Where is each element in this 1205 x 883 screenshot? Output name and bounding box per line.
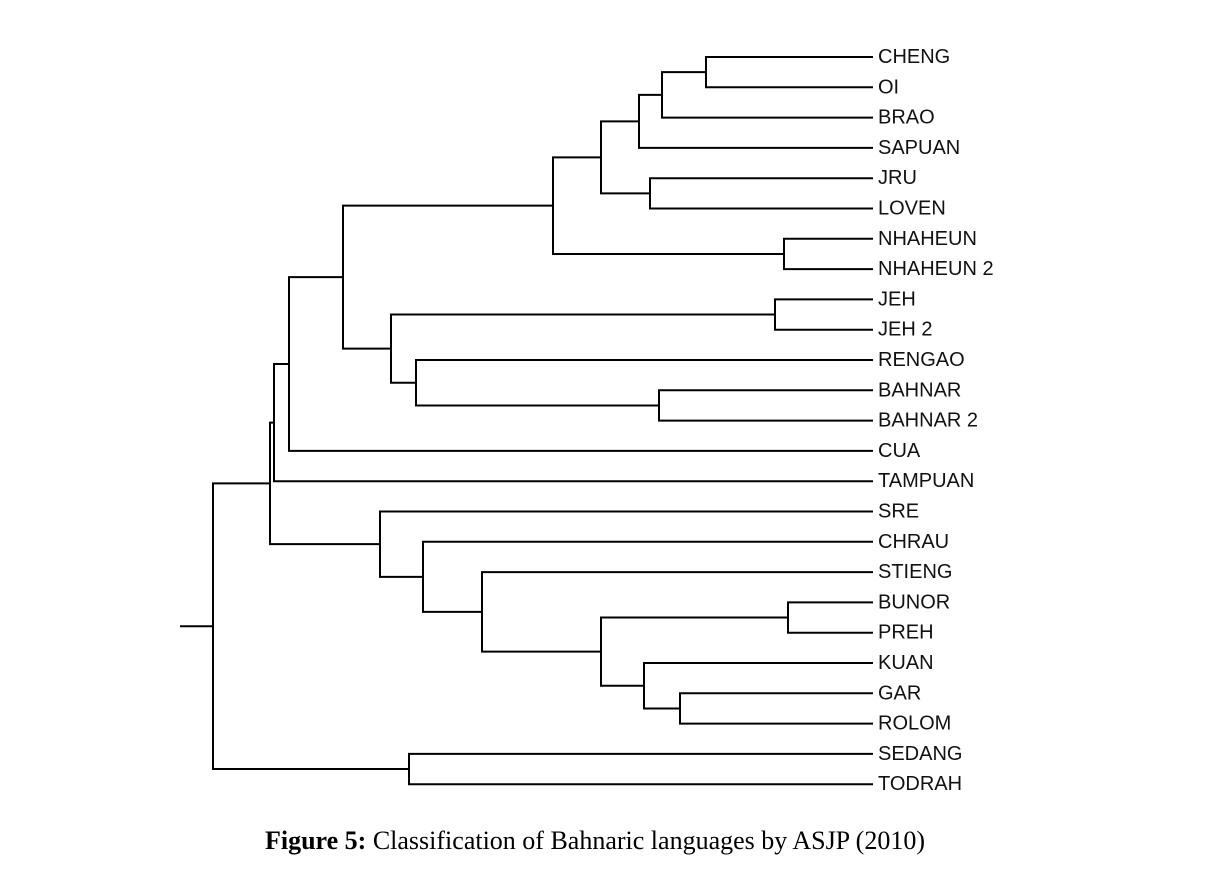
leaf-label-tampuan: TAMPUAN: [878, 470, 974, 492]
branch-23: [408, 752, 873, 786]
branch-14: [273, 363, 873, 483]
dendrogram-leaf-labels: CHENG OI BRAO SAPUAN JRU LOVEN NHAHEUN NHAHEUN …: [878, 46, 994, 795]
leaf-label-jru: JRU: [878, 167, 917, 189]
branch-20: [422, 540, 873, 613]
leaf-label-sedang: SEDANG: [878, 743, 962, 765]
branch-6: [783, 237, 873, 271]
leaf-label-bunor: BUNOR: [878, 591, 950, 613]
branch-3: [638, 93, 873, 149]
branch-10: [415, 359, 873, 407]
branch-11: [390, 313, 776, 384]
leaf-label-todrah: TODRAH: [878, 773, 962, 795]
branch-8: [774, 298, 873, 331]
branch-22: [269, 421, 381, 546]
leaf-label-gar: GAR: [878, 682, 921, 704]
leaf-label-kuan: KUAN: [878, 652, 934, 674]
figure-caption: Figure 5: Classification of Bahnaric lan…: [0, 826, 1190, 856]
leaf-label-bahnar-2: BAHNAR 2: [878, 410, 978, 432]
dendrogram: CHENG OI BRAO SAPUAN JRU LOVEN NHAHEUN NHAHEUN …: [180, 46, 994, 795]
leaf-label-sre: SRE: [878, 501, 919, 523]
leaf-label-nhaheun-2: NHAHEUN 2: [878, 258, 994, 280]
caption-label: Figure 5:: [264, 826, 367, 855]
leaf-label-cheng: CHENG: [878, 46, 950, 68]
caption-text: Classification of Bahnaric languages by …: [366, 826, 925, 855]
branch-15: [787, 601, 873, 634]
branch-1: [705, 56, 873, 89]
branch-9: [658, 389, 873, 422]
leaf-label-loven: LOVEN: [878, 198, 946, 220]
leaf-label-cua: CUA: [878, 440, 921, 462]
leaf-label-nhaheun: NHAHEUN: [878, 228, 977, 250]
branch-4: [649, 177, 873, 210]
branch-5: [600, 120, 651, 195]
branch-13: [288, 276, 873, 452]
branch-7: [552, 156, 785, 255]
branch-2: [661, 71, 873, 119]
branch-16: [679, 692, 873, 725]
branch-12: [342, 204, 554, 350]
leaf-label-oi: OI: [878, 76, 899, 98]
leaf-label-jeh: JEH: [878, 288, 916, 310]
branch-19: [481, 571, 873, 653]
leaf-label-rolom: ROLOM: [878, 713, 951, 735]
branch-18: [600, 616, 789, 687]
leaf-label-stieng: STIENG: [878, 561, 952, 583]
leaf-label-rengao: RENGAO: [878, 349, 965, 371]
branch-17: [643, 662, 873, 710]
leaf-label-bahnar: BAHNAR: [878, 379, 961, 401]
branch-21: [379, 510, 873, 578]
leaf-label-preh: PREH: [878, 622, 934, 644]
leaf-label-sapuan: SAPUAN: [878, 137, 960, 159]
leaf-label-chrau: CHRAU: [878, 531, 949, 553]
leaf-label-brao: BRAO: [878, 107, 935, 129]
dendrogram-branches: [180, 56, 873, 786]
leaf-label-jeh-2: JEH 2: [878, 319, 932, 341]
